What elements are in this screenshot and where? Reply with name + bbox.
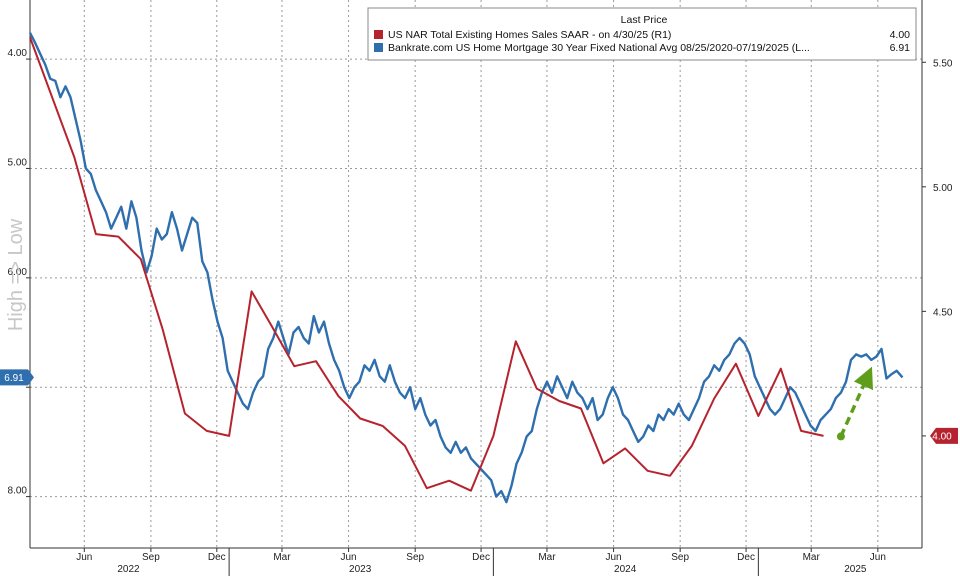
x-tick-label: Dec: [737, 552, 755, 563]
x-tick-label: Mar: [273, 552, 291, 563]
legend-header: Last Price: [621, 14, 668, 26]
legend-last-mortgage-rate: 6.91: [890, 42, 911, 54]
year-label: 2023: [349, 564, 372, 575]
left-tick-label: 8.00: [8, 486, 28, 497]
x-tick-label: Jun: [76, 552, 92, 563]
series-line-existing-home-sales: [29, 37, 824, 492]
x-tick-label: Dec: [208, 552, 226, 563]
axes: [29, 0, 923, 549]
legend-label-mortgage-rate: Bankrate.com US Home Mortgage 30 Year Fi…: [388, 42, 810, 54]
right-tick-label: 5.00: [933, 183, 953, 194]
right-tick-label: 5.50: [933, 58, 953, 69]
legend-label-existing-home-sales: US NAR Total Existing Homes Sales SAAR -…: [388, 29, 671, 41]
series: [28, 32, 904, 504]
left-axis-title: High => Low: [5, 218, 27, 331]
right-last-value-badge: 4.00: [930, 427, 958, 444]
trend-arrow-start-dot: [836, 432, 845, 441]
right-last-value-text: 4.00: [932, 431, 952, 442]
legend: Last Price US NAR Total Existing Homes S…: [367, 7, 917, 61]
left-tick-label: 5.00: [8, 157, 28, 168]
x-tick-label: Mar: [538, 552, 556, 563]
x-tick-label: Jun: [341, 552, 357, 563]
x-tick-label: Sep: [142, 552, 160, 563]
legend-swatch-mortgage-rate: [374, 43, 383, 52]
year-label: 2024: [614, 564, 637, 575]
annotations: [836, 366, 874, 441]
legend-box: [367, 7, 917, 61]
x-tick-label: Jun: [606, 552, 622, 563]
x-tick-label: Sep: [406, 552, 424, 563]
trend-arrow: [839, 366, 874, 438]
left-last-value-text: 6.91: [4, 373, 24, 384]
year-label: 2022: [117, 564, 140, 575]
right-tick-label: 4.50: [933, 307, 953, 318]
x-tick-label: Dec: [472, 552, 490, 563]
legend-swatch-existing-home-sales: [374, 30, 383, 39]
left-last-value-badge: 6.91: [0, 369, 34, 386]
legend-last-existing-home-sales: 4.00: [890, 29, 911, 41]
year-label: 2025: [844, 564, 867, 575]
x-tick-label: Jun: [870, 552, 886, 563]
series-line-mortgage-rate: [28, 32, 904, 504]
x-tick-label: Sep: [671, 552, 689, 563]
left-tick-label: 4.00: [8, 48, 28, 59]
x-tick-label: Mar: [803, 552, 821, 563]
left-tick-label: 6.00: [8, 267, 28, 278]
